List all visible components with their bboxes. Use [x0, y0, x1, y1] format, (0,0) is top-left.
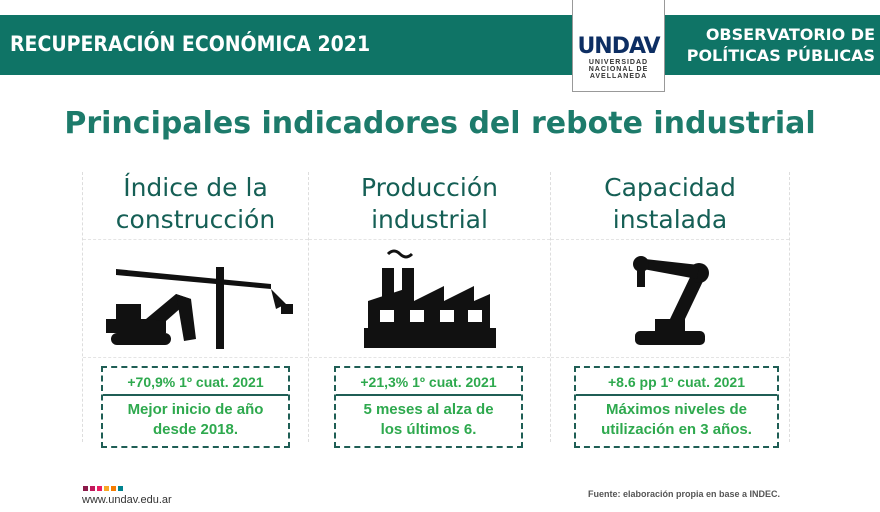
stat-value: +8.6 pp 1º cuat. 2021: [576, 368, 777, 396]
brand-dots: [83, 486, 123, 491]
column-heading: Capacidad instalada: [551, 172, 789, 240]
stat-note: Máximos niveles de utilización en 3 años.: [601, 401, 752, 438]
stat-value: +70,9% 1º cuat. 2021: [103, 368, 288, 396]
stat-note: Mejor inicio de año desde 2018.: [127, 401, 264, 438]
dot: [97, 486, 102, 491]
header-title: RECUPERACIÓN ECONÓMICA 2021: [10, 32, 371, 56]
factory-icon: [309, 240, 550, 358]
dot: [104, 486, 109, 491]
logo-mark: UNDAV: [577, 34, 660, 59]
dot: [90, 486, 95, 491]
observatory-label: OBSERVATORIO DE POLÍTICAS PÚBLICAS: [675, 24, 875, 66]
robot-arm-icon: [551, 240, 789, 358]
source-note: Fuente: elaboración propia en base a IND…: [588, 489, 781, 499]
stat-value: +21,3% 1º cuat. 2021: [336, 368, 521, 396]
website-url: www.undav.edu.ar: [82, 494, 172, 506]
stat-note: 5 meses al alza de los últimos 6.: [363, 401, 494, 438]
logo-sub: UNIVERSIDAD: [588, 59, 649, 66]
crane-excavator-icon: [83, 240, 308, 358]
column-construccion: Índice de la construcción: [82, 172, 308, 442]
logo-sub: AVELLANEDA: [589, 73, 648, 80]
column-capacidad: Capacidad instalada: [550, 172, 790, 442]
stat-box-capacidad: +8.6 pp 1º cuat. 2021 Máximos niveles de…: [574, 366, 779, 448]
logo-sub: NACIONAL DE: [588, 66, 649, 73]
main-title: Principales indicadores del rebote indus…: [64, 106, 816, 141]
observatory-line: OBSERVATORIO DE: [705, 25, 875, 44]
undav-logo: UNDAV UNIVERSIDAD NACIONAL DE AVELLANEDA: [572, 0, 665, 92]
dot: [118, 486, 123, 491]
stat-box-construccion: +70,9% 1º cuat. 2021 Mejor inicio de año…: [101, 366, 290, 448]
header-band: [0, 15, 880, 75]
dot: [111, 486, 116, 491]
dot: [83, 486, 88, 491]
observatory-line: POLÍTICAS PÚBLICAS: [686, 46, 875, 65]
column-heading: Índice de la construcción: [83, 172, 308, 240]
column-produccion: Producción industrial: [308, 172, 550, 442]
stat-box-produccion: +21,3% 1º cuat. 2021 5 meses al alza de l…: [334, 366, 523, 448]
column-heading: Producción industrial: [309, 172, 550, 240]
